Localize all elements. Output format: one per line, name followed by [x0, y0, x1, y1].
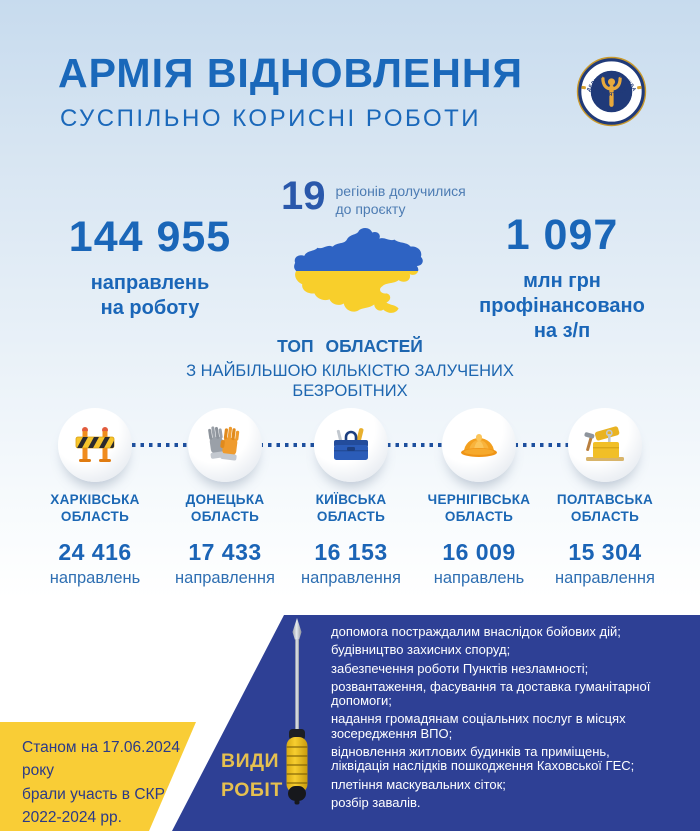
- top-regions-heading-line3: БЕЗРОБІТНИХ: [292, 382, 408, 401]
- stat-funding-label: млн грн профінансовано на з/п: [479, 270, 645, 342]
- region-unit: направлень: [49, 568, 141, 587]
- stat-referrals-value: 144 955: [68, 213, 232, 261]
- work-type-item: розбір завалів.: [331, 794, 421, 810]
- region-name: ПОЛТАВСЬКА ОБЛАСТЬ: [556, 492, 654, 524]
- region-value: 15 304: [568, 538, 642, 565]
- screwdriver-icon: [286, 618, 308, 805]
- top-regions-heading-line2: З НАЙБІЛЬШОЮ КІЛЬКІСТЮ ЗАЛУЧЕНИХ: [186, 362, 514, 380]
- work-type-item: допомога постраждалим внаслідок бойових …: [331, 624, 621, 639]
- work-type-item: забезпечення роботи Пунктів незламності;: [331, 660, 589, 676]
- region-sphere-kyiv: [314, 408, 388, 482]
- work-gloves-icon: [208, 426, 240, 461]
- page-subtitle: СУСПІЛЬНО КОРИСНІ РОБОТИ: [60, 105, 482, 132]
- region-col-kyiv: КИЇВСЬКА ОБЛАСТЬ 16 153 направлення: [286, 492, 416, 588]
- employment-service-logo-icon: ДЕРЖАВНА СЛУЖБА ЗАЙНЯТОСТІ: [576, 56, 647, 127]
- stat-regions-value: 19: [281, 174, 326, 218]
- top-regions-heading: ТОП ОБЛАСТЕЙ З НАЙБІЛЬШОЮ КІЛЬКІСТЮ ЗАЛУ…: [0, 336, 700, 401]
- region-unit: направлень: [433, 568, 525, 587]
- work-type-item: надання громадянам соціальних послуг в м…: [331, 711, 626, 741]
- stat-referrals-label: направлень на роботу: [90, 272, 210, 319]
- stat-funding: 1 097 млн грн профінансовано на з/п: [450, 214, 674, 344]
- region-unit: направлення: [175, 568, 275, 587]
- region-col-chernihiv: ЧЕРНІГІВСЬКА ОБЛАСТЬ 16 009 направлень: [414, 492, 544, 588]
- region-sphere-chernihiv: [442, 408, 516, 482]
- region-value: 16 009: [442, 538, 516, 565]
- region-col-poltava: ПОЛТАВСЬКА ОБЛАСТЬ 15 304 направлення: [540, 492, 670, 588]
- footnote-text: Станом на 17.06.2024 року брали участь в…: [22, 739, 180, 826]
- region-name: ЧЕРНІГІВСЬКА ОБЛАСТЬ: [427, 492, 531, 524]
- stat-referrals: 144 955 направлень на роботу: [38, 216, 262, 321]
- region-name: КИЇВСЬКА ОБЛАСТЬ: [315, 492, 387, 524]
- region-name: ХАРКІВСЬКА ОБЛАСТЬ: [50, 492, 140, 524]
- region-name: ДОНЕЦЬКА ОБЛАСТЬ: [185, 492, 265, 524]
- stat-funding-value: 1 097: [505, 211, 619, 259]
- region-value: 24 416: [58, 538, 132, 565]
- region-col-donetsk: ДОНЕЦЬКА ОБЛАСТЬ 17 433 направлення: [160, 492, 290, 588]
- work-types-list: допомога постраждалим внаслідок бойових …: [331, 624, 657, 814]
- region-sphere-donetsk: [188, 408, 262, 482]
- region-value: 16 153: [314, 538, 388, 565]
- page-title: АРМІЯ ВІДНОВЛЕННЯ: [58, 50, 523, 96]
- hard-hat-icon: [461, 434, 497, 457]
- work-type-item: плетіння маскувальних сіток;: [331, 776, 506, 792]
- region-unit: направлення: [555, 568, 655, 587]
- region-value: 17 433: [188, 538, 262, 565]
- open-toolbox-icon: [584, 426, 624, 461]
- region-sphere-kharkiv: [58, 408, 132, 482]
- work-type-item: розвантаження, фасування та доставка гум…: [331, 678, 651, 709]
- region-sphere-poltava: [568, 408, 642, 482]
- work-type-item: відновлення житлових будинків та приміще…: [331, 744, 635, 774]
- work-types-heading: ВИДИ РОБІТ: [221, 750, 283, 802]
- work-type-item: будівництво захисних споруд;: [331, 642, 511, 658]
- region-col-kharkiv: ХАРКІВСЬКА ОБЛАСТЬ 24 416 направлень: [30, 492, 160, 588]
- stat-regions: 19 регіонів долучилися до проєкту: [281, 176, 466, 218]
- region-unit: направлення: [301, 568, 401, 587]
- top-regions-heading-line1: ТОП ОБЛАСТЕЙ: [277, 336, 423, 356]
- toolbox-icon: [334, 428, 368, 460]
- ukraine-map-icon: [294, 227, 423, 313]
- road-barrier-icon: [75, 427, 115, 462]
- stat-regions-label: регіонів долучилися до проєкту: [335, 183, 466, 217]
